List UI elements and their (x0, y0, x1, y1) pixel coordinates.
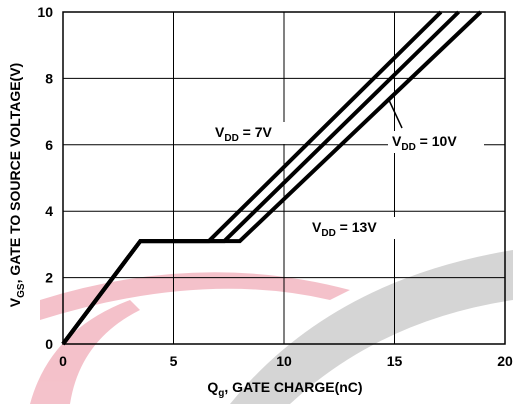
y-tick-label: 6 (45, 137, 53, 153)
chart: 024681005101520Qg, GATE CHARGE(nC)VGS, G… (0, 0, 513, 404)
y-tick-label: 4 (45, 203, 53, 219)
series-label-rest: = 10V (416, 133, 458, 149)
y-tick-label: 8 (45, 70, 53, 86)
y-tick-label: 2 (45, 270, 53, 286)
x-axis-label-rest: , GATE CHARGE(nC) (224, 379, 362, 395)
x-tick-label: 15 (387, 353, 403, 369)
series-label-rest: = 7V (239, 124, 273, 140)
x-axis-label-main: Q (207, 379, 218, 395)
series-label-sub: DD (401, 142, 415, 153)
y-axis-label-sub: GS (16, 283, 27, 298)
series-label-sub: DD (224, 133, 238, 144)
y-axis-label-rest: , GATE TO SOURCE VOLTAGE(V) (7, 63, 23, 284)
x-tick-label: 20 (497, 353, 513, 369)
series-label-sub: DD (321, 228, 335, 239)
x-tick-label: 10 (276, 353, 292, 369)
x-tick-label: 0 (59, 353, 67, 369)
y-tick-label: 0 (45, 336, 53, 352)
y-tick-label: 10 (37, 4, 53, 20)
x-tick-label: 5 (170, 353, 178, 369)
series-label-rest: = 13V (336, 219, 378, 235)
y-axis-label: VGS, GATE TO SOURCE VOLTAGE(V) (7, 63, 27, 307)
